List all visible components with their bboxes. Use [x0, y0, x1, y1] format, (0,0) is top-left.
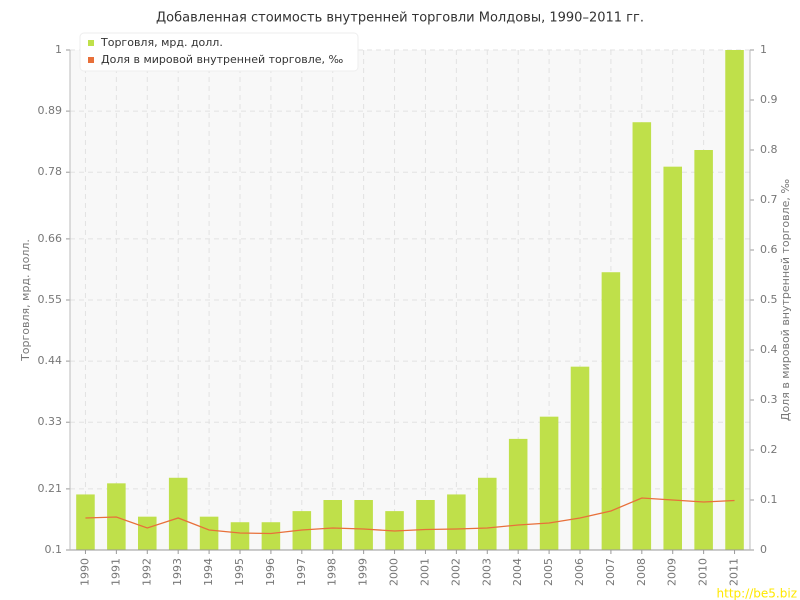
y-tick-label: 0.78	[38, 165, 63, 178]
bar	[416, 500, 435, 550]
y2-tick-label: 0.8	[760, 143, 778, 156]
bar	[539, 416, 559, 550]
y-tick-label: 0.33	[38, 415, 63, 428]
bar	[694, 150, 713, 550]
y2-tick-label: 0.2	[760, 443, 778, 456]
bar	[168, 477, 188, 550]
bar	[570, 366, 590, 550]
bar	[632, 122, 652, 550]
y2-tick-label: 0.7	[760, 193, 778, 206]
legend-box	[79, 32, 359, 72]
y2-tick-label: 0.3	[760, 393, 778, 406]
x-tick-label: 2005	[542, 558, 555, 586]
x-tick-label: 1991	[109, 558, 122, 586]
bar	[199, 516, 219, 550]
y2-tick-label: 0.9	[760, 93, 778, 106]
bar	[478, 477, 497, 550]
y2-tick-label: 1	[760, 43, 767, 56]
bar	[447, 494, 466, 550]
x-tick-label: 1994	[202, 558, 215, 586]
y-tick-label: 0.89	[38, 104, 63, 117]
x-tick-label: 1995	[233, 558, 246, 586]
bar	[76, 494, 95, 550]
bar	[261, 522, 281, 550]
x-tick-label: 2000	[388, 558, 401, 586]
legend-swatch	[88, 57, 94, 63]
legend-swatch	[88, 40, 94, 46]
y2-tick-label: 0.5	[760, 293, 778, 306]
x-tick-label: 1997	[295, 558, 308, 586]
legend: Торговля, мрд. долл. Доля в мировой внутр…	[79, 32, 359, 72]
y-tick-label: 0.66	[38, 232, 63, 245]
x-tick-label: 2008	[635, 558, 648, 586]
y2-axis-label: Доля в мировой внутренней торговле, ‰	[779, 179, 792, 422]
x-tick-label: 2011	[728, 558, 741, 586]
y2-tick-label: 0.6	[760, 243, 778, 256]
y-tick-label: 0.21	[38, 482, 63, 495]
x-tick-label: 2003	[480, 558, 493, 586]
bar	[663, 166, 682, 550]
x-tick-label: 1990	[78, 558, 91, 586]
legend-label: Торговля, мрд. долл.	[100, 36, 223, 49]
y-tick-label: 0.1	[45, 543, 63, 556]
bar	[354, 500, 373, 550]
x-tick-label: 1996	[264, 558, 277, 586]
y-tick-label: 0.44	[38, 354, 63, 367]
line	[85, 497, 735, 535]
y-axis-label: Торговля, мрд. долл.	[19, 239, 32, 362]
y-tick-label: 1	[55, 43, 62, 56]
x-tick-label: 2010	[697, 558, 710, 586]
y2-tick-label: 0.1	[760, 493, 778, 506]
x-tick-label: 1992	[140, 558, 153, 586]
watermark: http://be5.biz	[717, 587, 797, 600]
x-tick-label: 2002	[449, 558, 462, 586]
bar	[230, 522, 250, 550]
bar	[601, 272, 621, 550]
bar	[725, 50, 744, 550]
bar	[508, 438, 528, 550]
x-tick-label: 2004	[511, 558, 524, 586]
x-tick-label: 2009	[666, 558, 679, 586]
x-tick-label: 2006	[573, 558, 586, 586]
y2-tick-label: 0.4	[760, 343, 778, 356]
chart-title: Добавленная стоимость внутренней торговл…	[156, 11, 644, 26]
bar	[323, 500, 342, 550]
x-tick-label: 1993	[171, 558, 184, 586]
bar	[138, 516, 157, 550]
x-tick-label: 2007	[604, 558, 617, 586]
y-tick-label: 0.55	[38, 293, 63, 306]
legend-label: Доля в мировой внутренней торговле, ‰	[101, 53, 344, 66]
x-tick-label: 1999	[357, 558, 370, 586]
x-tick-label: 1998	[326, 558, 339, 586]
x-tick-label: 2001	[418, 558, 431, 586]
y2-tick-label: 0	[760, 543, 767, 556]
